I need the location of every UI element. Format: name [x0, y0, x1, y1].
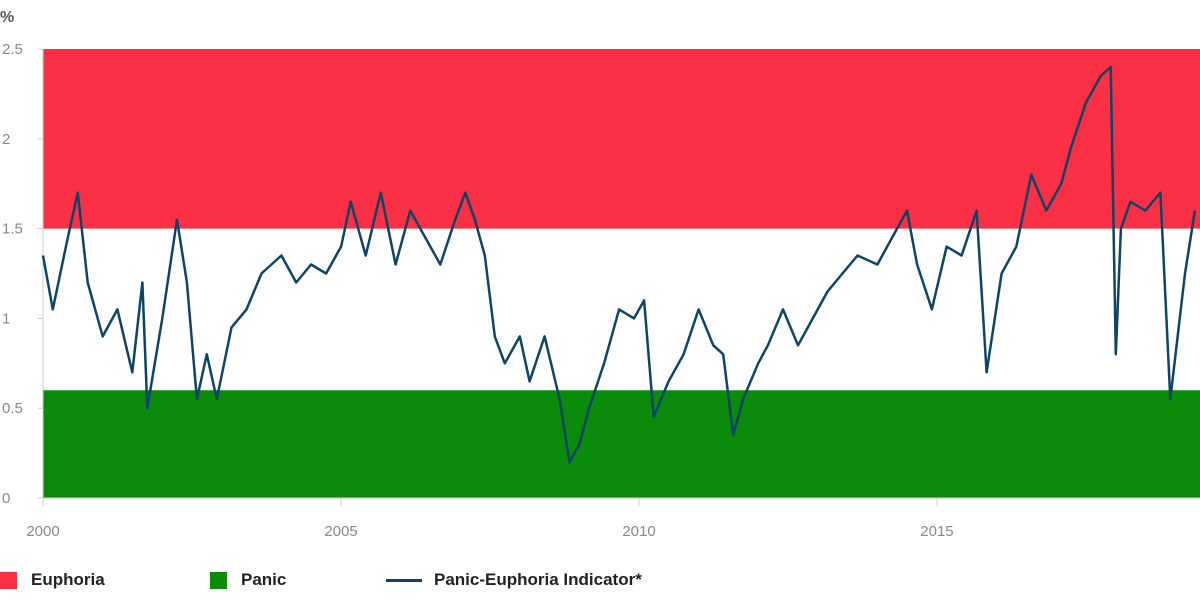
- band-euphoria: [43, 49, 1200, 229]
- euphoria-swatch: [0, 571, 17, 589]
- x-tick-label: 2000: [26, 523, 59, 540]
- zone-bands: [43, 49, 1200, 498]
- y-tick-label: 1: [2, 310, 10, 327]
- y-axis-unit-label: %: [0, 9, 14, 26]
- legend-label-panic: Panic: [241, 570, 287, 589]
- x-tick-label: 2005: [324, 523, 357, 540]
- y-tick-label: 1.5: [2, 221, 23, 238]
- panic-swatch: [210, 571, 227, 589]
- legend: Euphoria Panic Panic-Euphoria Indicator*: [0, 570, 1200, 600]
- indicator-series: [41, 65, 1197, 464]
- legend-item-panic: Panic: [210, 570, 286, 590]
- band-panic: [43, 390, 1200, 498]
- legend-label-indicator: Panic-Euphoria Indicator*: [434, 570, 642, 589]
- legend-item-euphoria: Euphoria: [0, 570, 105, 590]
- y-tick-label: 2: [2, 131, 10, 148]
- indicator-line-swatch: [386, 578, 422, 582]
- legend-label-euphoria: Euphoria: [31, 570, 105, 589]
- axes: 0 0.5 1 1.5 2 2.5 2000 2005 2010 2015: [2, 41, 1200, 540]
- y-tick-label: 0: [2, 490, 10, 507]
- indicator-line: [41, 65, 1197, 464]
- y-tick-label: 0.5: [2, 400, 23, 417]
- legend-item-indicator: Panic-Euphoria Indicator*: [386, 570, 642, 590]
- x-tick-label: 2015: [920, 523, 953, 540]
- y-tick-label: 2.5: [2, 41, 23, 58]
- x-tick-label: 2010: [622, 523, 655, 540]
